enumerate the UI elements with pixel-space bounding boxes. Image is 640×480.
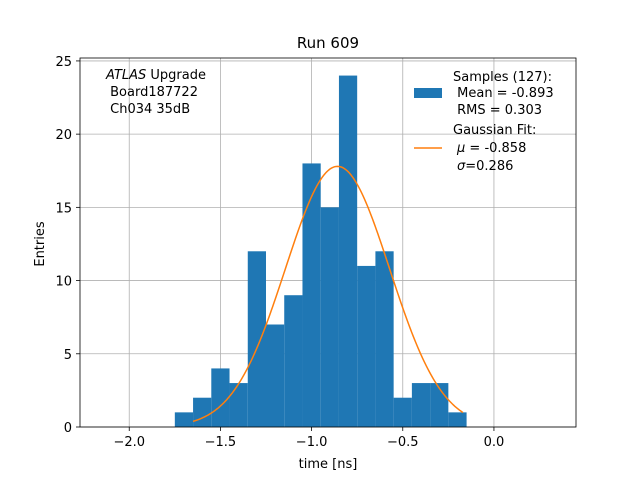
y-tick-label: 20: [55, 128, 72, 143]
legend-fit-mu: μ = -0.858: [456, 141, 526, 156]
legend-samples-mean: Mean = -0.893: [453, 86, 554, 101]
histogram-bar: [430, 383, 449, 427]
y-axis-label: Entries: [33, 221, 48, 267]
x-axis-label: time [ns]: [299, 457, 358, 472]
annotation-line-3: Ch034 35dB: [106, 102, 190, 117]
histogram-bar: [174, 412, 194, 427]
plot-frame: [79, 57, 577, 428]
histogram-bars: [174, 75, 467, 428]
chart-title: Run 609: [297, 34, 359, 52]
legend-mu-value: = -0.858: [465, 141, 526, 156]
x-tick-label: −1.0: [296, 435, 328, 450]
legend-fit-title: Gaussian Fit:: [453, 123, 536, 138]
histogram-bar: [193, 397, 212, 427]
legend-fit-sigma: σ=0.286: [457, 159, 513, 174]
y-tick-label: 15: [55, 201, 72, 216]
histogram-bar: [357, 265, 376, 427]
legend-sigma-value: =0.286: [465, 159, 513, 174]
histogram-bar: [320, 207, 339, 427]
histogram-bar: [247, 251, 266, 427]
x-tick-label: −0.5: [387, 435, 419, 450]
legend: Samples (127): Mean = -0.893 RMS = 0.303…: [414, 70, 554, 174]
histogram-bar: [302, 163, 321, 427]
histogram-bar: [266, 324, 285, 427]
atlas-annotation: ATLAS Upgrade Board187722 Ch034 35dB: [105, 68, 206, 117]
y-tick-label: 10: [55, 275, 72, 290]
annotation-line-2: Board187722: [106, 85, 198, 100]
x-tick-label: 0.0: [484, 435, 505, 450]
y-tick-label: 5: [64, 348, 72, 363]
legend-samples-patch: [414, 88, 442, 98]
annotation-atlas: ATLAS: [105, 68, 146, 83]
legend-mu-symbol: μ: [456, 141, 465, 156]
histogram-bar: [411, 383, 431, 427]
y-tick-label: 0: [64, 421, 72, 436]
annotation-line-1: ATLAS Upgrade: [105, 68, 206, 83]
axes: −2.0 −1.5 −1.0 −0.5 0.0 0 5 10 15 20 25: [55, 55, 577, 450]
histogram-bar: [393, 397, 412, 427]
gaussian-fit: [192, 165, 464, 423]
legend-samples-title: Samples (127):: [453, 70, 552, 85]
annotation-upgrade: Upgrade: [146, 68, 206, 83]
histogram-bar: [448, 412, 467, 427]
legend-sigma-symbol: σ: [457, 159, 466, 174]
x-tick-label: −2.0: [113, 435, 145, 450]
histogram-bar: [338, 75, 358, 428]
y-tick-label: 25: [55, 55, 72, 70]
histogram-bar: [284, 295, 303, 427]
histogram-bar: [375, 251, 394, 427]
histogram-bar: [211, 368, 230, 427]
x-tick-label: −1.5: [205, 435, 237, 450]
histogram-bar: [229, 383, 248, 427]
gaussian-fit-line: [192, 165, 464, 423]
legend-samples-rms: RMS = 0.303: [453, 103, 542, 118]
